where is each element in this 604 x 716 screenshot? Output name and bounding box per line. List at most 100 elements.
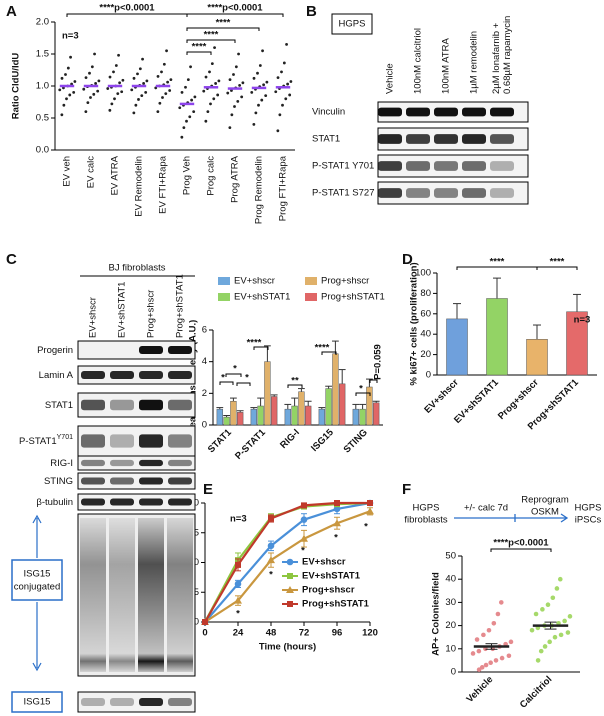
label-box <box>11 559 63 601</box>
annotation: * <box>221 373 225 384</box>
data-point <box>202 89 206 93</box>
data-point <box>180 91 184 94</box>
data-point <box>134 103 138 107</box>
annotation: ****p<0.0001 <box>99 3 155 14</box>
significance-bracket <box>219 381 234 385</box>
data-point <box>118 81 122 85</box>
data-point <box>108 75 112 79</box>
blot-band <box>462 161 486 171</box>
legend-label: Prog+shscr <box>302 585 355 596</box>
flow-text: +/- calc 7d <box>464 503 508 514</box>
bar <box>486 298 508 376</box>
blot-band <box>110 371 134 379</box>
y-tick-label: 20 <box>420 349 431 360</box>
legend-label: EV+shscr <box>234 276 275 287</box>
annotation: **** <box>247 338 262 349</box>
y-tick-label: 100 <box>415 268 431 279</box>
y-tick-label: 10 <box>445 643 456 654</box>
x-axis-label: Time (hours) <box>259 642 316 653</box>
blot-band <box>434 188 458 198</box>
data-point <box>267 556 275 564</box>
data-point <box>106 87 110 90</box>
data-point <box>508 639 514 645</box>
row-label-text: P-STAT1 <box>19 436 57 447</box>
flow-text: OSKM <box>531 507 559 518</box>
data-point <box>274 90 278 94</box>
legend-swatch <box>305 277 317 285</box>
bar <box>318 408 325 426</box>
box-label: ISG15 <box>24 569 51 580</box>
lane-label: 0.68µM rapamycin <box>502 16 513 94</box>
data-point <box>72 91 76 94</box>
data-point <box>185 119 188 123</box>
data-point <box>89 96 92 99</box>
significance-bracket <box>355 392 371 396</box>
x-tick-label: 48 <box>266 628 277 639</box>
blot-band <box>406 107 430 117</box>
data-point <box>190 98 194 102</box>
blot-band <box>168 498 192 506</box>
annotation: ****p<0.0001 <box>493 538 549 549</box>
data-point <box>333 519 341 527</box>
data-point <box>262 83 266 87</box>
data-point <box>116 92 120 96</box>
lane-label: 2µM lonafarnib + <box>491 22 502 94</box>
data-point <box>158 101 162 105</box>
annotation: **** <box>192 42 207 53</box>
lane-label: Prog+shscr <box>146 290 157 338</box>
data-point <box>168 89 172 92</box>
data-point <box>86 101 90 105</box>
data-point <box>68 93 72 97</box>
significance-bracket <box>186 51 212 55</box>
bar <box>366 386 373 426</box>
data-point <box>156 75 160 78</box>
data-point <box>138 67 142 71</box>
data-point <box>238 83 242 87</box>
panel-letter: C <box>6 251 17 268</box>
blot-band <box>378 161 402 171</box>
data-point <box>506 653 512 659</box>
label-box <box>11 691 63 713</box>
data-point <box>476 648 482 654</box>
data-point <box>529 627 535 633</box>
data-point <box>261 49 264 53</box>
data-point <box>96 89 100 93</box>
data-point <box>276 129 280 133</box>
row-label: Vinculin <box>312 107 345 118</box>
significance-bracket <box>236 382 251 386</box>
blot-band <box>81 434 105 448</box>
y-tick-label: 50 <box>445 551 456 562</box>
blot-band <box>406 134 430 144</box>
box-label: ISG15 <box>24 697 51 708</box>
bar <box>250 408 257 426</box>
data-point <box>486 627 492 633</box>
series-line <box>204 501 371 623</box>
data-point <box>193 95 197 99</box>
bar <box>298 391 305 426</box>
annotation: **** <box>204 30 219 41</box>
data-point <box>166 80 170 84</box>
annotation: n=3 <box>574 315 591 326</box>
blot-band <box>378 107 402 117</box>
significance-bracket <box>186 39 236 43</box>
data-point <box>92 92 96 96</box>
annotation: * <box>359 384 363 395</box>
data-point <box>180 135 184 139</box>
blot-band <box>378 134 402 144</box>
x-tick-label: RIG-I <box>278 427 302 451</box>
legend-label: Prog+shscr <box>321 276 369 287</box>
data-point <box>554 586 560 591</box>
legend-label: Prog+shSTAT1 <box>321 292 385 303</box>
y-tick-label: 6 <box>202 325 207 336</box>
blot-smear <box>138 518 164 672</box>
x-tick-label: EV ATRA <box>110 155 121 195</box>
x-tick-label: Prog Veh <box>182 156 193 195</box>
data-point <box>252 76 256 80</box>
blot-band <box>462 134 486 144</box>
x-tick-label: EV+shscr <box>422 377 461 416</box>
data-point <box>264 94 268 97</box>
data-point <box>547 639 552 645</box>
significance-bracket <box>186 13 284 17</box>
lane-label: 100nM ATRA <box>441 38 452 94</box>
blot-band <box>490 161 514 171</box>
